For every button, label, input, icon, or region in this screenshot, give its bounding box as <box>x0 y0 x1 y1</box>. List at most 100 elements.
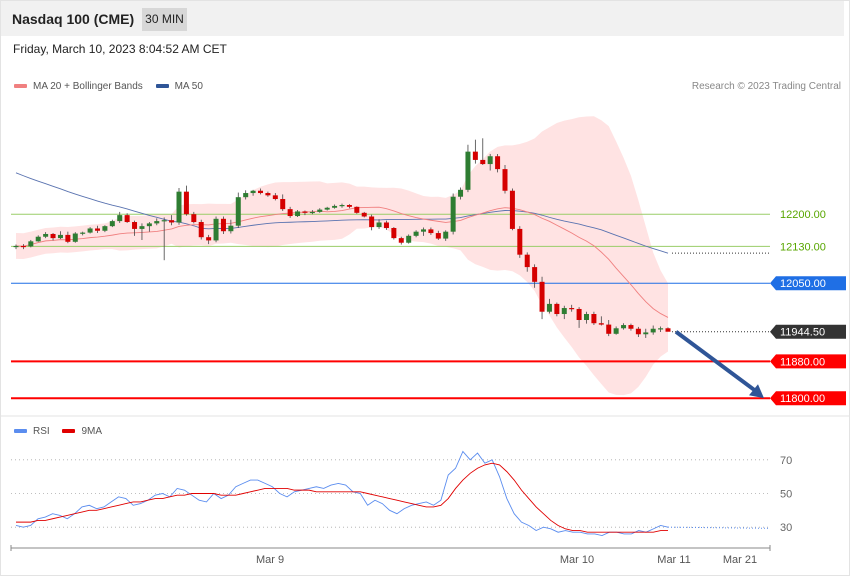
candle-body <box>295 211 301 217</box>
x-tick-label: Mar 10 <box>560 554 594 566</box>
candle-body <box>228 225 234 232</box>
candle-body <box>606 324 612 334</box>
chart-header: Nasdaq 100 (CME) 30 MIN <box>1 1 844 36</box>
candle-body <box>554 303 560 315</box>
rsi-legend: RSI 9MA <box>14 426 102 437</box>
candle-body <box>546 303 552 312</box>
rsi-tick-label: 50 <box>780 489 792 501</box>
candle-body <box>95 228 100 231</box>
candle-body <box>591 314 597 324</box>
candle-body <box>332 205 338 208</box>
x-tick-label: Mar 9 <box>256 554 284 566</box>
candle-body <box>183 191 189 215</box>
ma50-line <box>15 172 669 254</box>
candle-body <box>561 308 567 315</box>
forecast-arrow <box>674 330 758 393</box>
candle-body <box>421 229 426 232</box>
level-label: 12200.00 <box>780 209 826 221</box>
candle-body <box>87 228 93 233</box>
candle-body <box>361 212 367 217</box>
rsi-line <box>15 450 669 537</box>
rsi-swatch <box>14 429 27 434</box>
candle-body <box>376 222 382 228</box>
candle-body <box>487 156 493 165</box>
price-legend: MA 20 + Bollinger Bands MA 50 <box>14 81 203 92</box>
ma20-swatch <box>14 84 27 89</box>
ma50-legend-label: MA 50 <box>174 81 203 92</box>
candle-body <box>146 223 152 227</box>
rsi-tick-label: 70 <box>780 455 792 467</box>
candle-body <box>428 229 434 234</box>
candle-body <box>621 325 627 329</box>
timeframe-button[interactable]: 30 MIN <box>142 8 187 31</box>
candle-body <box>346 205 352 207</box>
candle-body <box>191 214 197 223</box>
candle-body <box>406 235 412 243</box>
forecast-arrowhead <box>749 384 764 399</box>
candle-body <box>383 222 389 228</box>
level-label: 11800.00 <box>780 393 825 405</box>
candle-body <box>665 328 671 332</box>
candle-body <box>117 215 123 222</box>
candle-body <box>43 233 49 237</box>
level-label: 12130.00 <box>780 241 826 253</box>
candle-body <box>317 209 323 212</box>
candle-body <box>258 190 263 194</box>
candle-body <box>169 220 175 223</box>
candle-body <box>539 281 545 312</box>
candle-body <box>28 241 34 247</box>
level-label: 11880.00 <box>780 356 825 368</box>
candle-body <box>280 199 286 210</box>
candle-body <box>458 189 464 197</box>
candle-body <box>391 228 397 239</box>
candle-body <box>413 231 419 236</box>
candle-body <box>161 220 167 222</box>
candle-body <box>532 267 538 282</box>
candle-body <box>650 328 656 333</box>
rsi-projection <box>667 526 771 529</box>
bollinger-band <box>16 116 668 396</box>
candle-body <box>20 245 26 248</box>
rsi-ma-legend-label: 9MA <box>81 426 103 437</box>
ma50-swatch <box>155 84 169 89</box>
rsi-ma-swatch <box>62 429 76 434</box>
candle-body <box>139 226 145 229</box>
level-tag <box>770 276 846 291</box>
candle-body <box>598 323 604 325</box>
candle-body <box>643 332 649 335</box>
candle-body <box>480 159 486 165</box>
level-tag <box>770 354 846 369</box>
candles <box>13 138 671 338</box>
candle-body <box>524 254 530 268</box>
candle-body <box>509 190 515 229</box>
candle-body <box>109 221 115 227</box>
timestamp: Friday, March 10, 2023 8:04:52 AM CET <box>13 42 227 56</box>
level-tag <box>770 324 846 339</box>
candle-body <box>198 222 204 238</box>
candle-body <box>80 232 86 234</box>
candle-body <box>72 233 78 242</box>
rsi-legend-label: RSI <box>33 426 50 437</box>
rsi-ma-line <box>16 462 668 533</box>
candle-body <box>50 233 56 239</box>
candle-body <box>265 193 271 196</box>
ma20-legend-label: MA 20 + Bollinger Bands <box>33 81 143 92</box>
candle-body <box>154 221 160 224</box>
candle-body <box>213 218 219 241</box>
ma20-line <box>15 206 669 318</box>
candle-body <box>450 196 456 232</box>
candle-body <box>287 209 293 217</box>
x-tick-label: Mar 21 <box>723 554 757 566</box>
candle-body <box>472 151 478 160</box>
x-tick-label: Mar 11 <box>657 554 690 566</box>
candle-body <box>272 195 278 200</box>
candle-body <box>628 325 634 329</box>
candle-body <box>502 169 508 191</box>
candle-body <box>220 218 226 232</box>
candle-body <box>206 237 212 241</box>
candle-body <box>13 245 19 248</box>
candle-body <box>339 205 345 207</box>
candle-body <box>569 308 575 310</box>
candle-body <box>132 222 138 229</box>
candle-body <box>613 328 619 334</box>
